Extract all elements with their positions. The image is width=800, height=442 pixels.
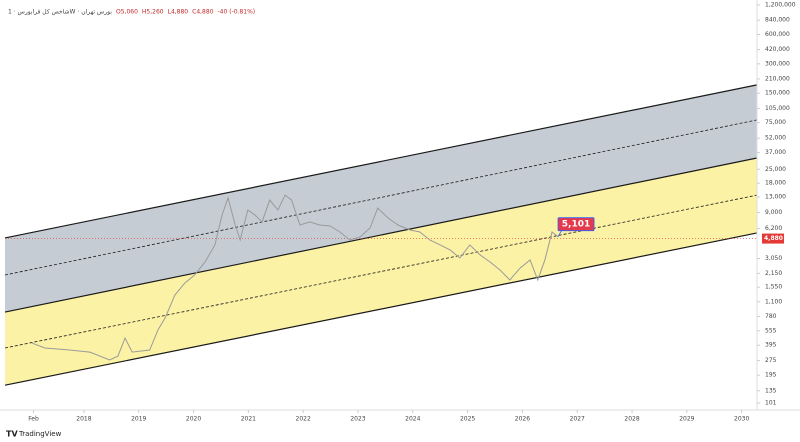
x-tick-label: 2030	[734, 416, 749, 423]
y-tick-label: 780	[765, 313, 777, 320]
y-tick-label: 52,000	[765, 135, 786, 142]
x-tick-label: 2022	[296, 416, 311, 423]
annotation-box	[557, 217, 595, 232]
x-tick-label: 2020	[186, 416, 201, 423]
ohlc: O5,060 H5,260 L4,880 C4,880 -40 (-0.81%)	[116, 9, 255, 16]
y-tick-label: 1,550	[765, 284, 782, 291]
channel-line	[4, 194, 758, 349]
logo-mark: TV	[6, 430, 18, 439]
x-tick-label: 2025	[460, 416, 475, 423]
annotation-label: 5,101	[562, 220, 590, 230]
x-tick-label: Feb	[28, 416, 39, 423]
channel-line	[4, 119, 758, 276]
ohlc-value: H5,260	[142, 9, 164, 16]
y-tick-label: 420,000	[765, 46, 790, 53]
ohlc-value: L4,880	[168, 9, 189, 16]
y-tick-label: 6,200	[765, 225, 782, 232]
annotation-pointer	[557, 229, 563, 237]
y-tick-label: 275	[765, 357, 777, 364]
y-tick-label: 75,000	[765, 119, 786, 126]
x-tick-label: 2024	[405, 416, 420, 423]
plot-area	[4, 84, 758, 386]
y-tick-label: 555	[765, 327, 777, 334]
x-tick-label: 2018	[76, 416, 91, 423]
price-line	[31, 194, 559, 361]
y-tick-label: 1,100	[765, 298, 782, 305]
channel-line	[4, 84, 758, 239]
y-tick-label: 135	[765, 387, 777, 394]
x-tick-label: 2028	[624, 416, 639, 423]
y-tick-label: 25,000	[765, 166, 786, 173]
last-price-label: 4,880	[764, 235, 783, 242]
x-tick-label: 2019	[131, 416, 146, 423]
channel-band	[5, 84, 757, 313]
y-tick-label: 13,000	[765, 194, 786, 201]
channel-line	[4, 232, 758, 386]
x-tick-label: 2021	[241, 416, 256, 423]
chart-title: شاخص کل فرابورس · 1W · بورس تهران	[8, 9, 112, 16]
y-tick-label: 395	[765, 342, 777, 349]
y-tick-label: 195	[765, 372, 777, 379]
channel-line	[4, 157, 758, 313]
ohlc-value: O5,060	[116, 9, 138, 16]
channel-band	[5, 157, 757, 386]
last-price-box	[762, 233, 784, 244]
y-tick-label: 9,000	[765, 209, 782, 216]
y-tick-label: 105,000	[765, 105, 790, 112]
x-tick-label: 2027	[570, 416, 585, 423]
y-tick-label: 3,050	[765, 255, 782, 262]
x-tick-label: 2029	[679, 416, 694, 423]
y-tick-label: 101	[765, 400, 777, 407]
x-tick-label: 2026	[515, 416, 530, 423]
y-tick-label: 18,000	[765, 180, 786, 187]
ohlc-value: C4,880	[192, 9, 214, 16]
y-tick-label: 210,000	[765, 75, 790, 82]
y-tick-label: 840,000	[765, 17, 790, 24]
y-tick-label: 300,000	[765, 60, 790, 67]
y-tick-label: 150,000	[765, 90, 790, 97]
footer: TradingView	[18, 430, 62, 438]
ohlc-value: -40 (-0.81%)	[218, 9, 256, 16]
logo: TV TradingView	[6, 430, 62, 439]
y-tick-label: 600,000	[765, 31, 790, 38]
y-tick-label: 37,000	[765, 149, 786, 156]
y-tick-label: 2,150	[765, 270, 782, 277]
x-tick-label: 2023	[350, 416, 365, 423]
y-tick-label: 1,200,000	[765, 2, 796, 9]
